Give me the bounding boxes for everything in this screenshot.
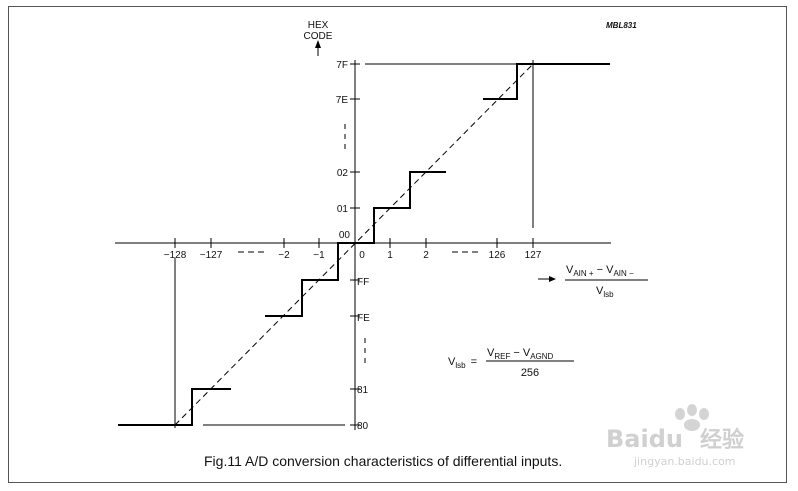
x-tick-label-minus128: −128 [164,250,187,261]
x-formula-numerator: VAIN + − VAIN − [566,264,634,278]
x-tick-label-minus127: −127 [200,250,223,261]
code-label-81: 81 [357,385,369,396]
x-formula-denominator: Vlsb [596,285,614,299]
code-label-80: 80 [357,421,369,432]
lsb-formula-denominator: 256 [521,367,539,379]
figure-frame [8,6,787,483]
paw-icon [675,404,709,431]
code-label-FF: FF [357,277,369,288]
staircase-transfer-function [118,63,610,426]
x-tick-label-2: 2 [423,250,429,261]
ideal-transfer-line [174,63,534,426]
x-formula-arrowhead [549,276,556,282]
code-label-FE: FE [357,313,370,324]
figure-id: MBL831 [606,21,637,30]
x-axis-ticks [174,238,534,248]
watermark-cn-text: 经验 [700,427,744,453]
watermark-url: jingyan.baidu.com [633,455,736,468]
code-label-02: 02 [337,168,349,179]
y-axis-label-line1: HEX [308,20,329,31]
x-tick-label-127: 127 [525,250,542,261]
baidu-watermark: Baidu 经验 jingyan.baidu.com [606,404,744,468]
x-tick-label-1: 1 [387,250,393,261]
reference-lines [174,60,534,428]
code-label-00: 00 [339,230,351,241]
lsb-formula-numerator: VREF − VAGND [487,347,554,361]
y-axis-label-line2: CODE [304,31,333,42]
x-tick-label-minus1: −1 [313,250,325,261]
y-axis-arrowhead [315,40,321,48]
code-label-7E: 7E [336,95,349,106]
x-tick-label-minus2: −2 [278,250,290,261]
lsb-formula-lhs: Vlsb = [448,356,477,370]
y-axis-ticks [350,63,360,426]
code-label-01: 01 [337,204,349,215]
figure-caption: Fig.11 A/D conversion characteristics of… [204,453,562,469]
x-tick-label-126: 126 [489,250,506,261]
code-label-7F: 7F [336,60,348,71]
x-tick-label-zero: 0 [359,250,365,261]
watermark-logo-text: Baidu [606,425,683,453]
